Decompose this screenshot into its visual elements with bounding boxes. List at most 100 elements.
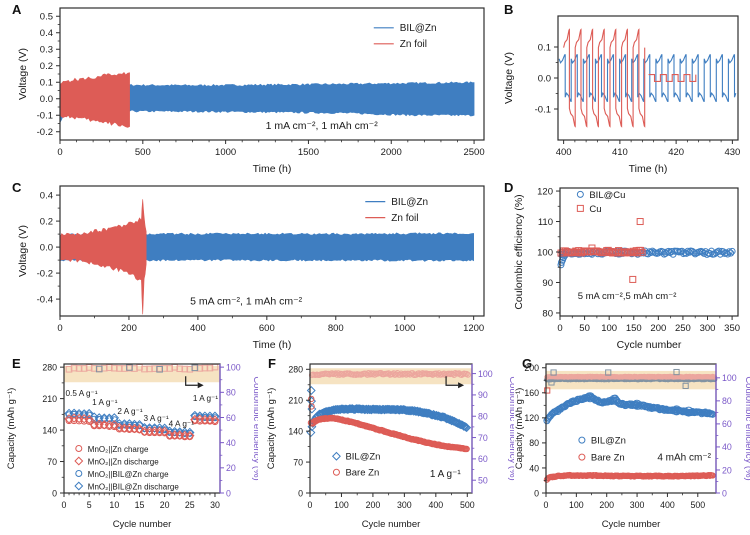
svg-text:0: 0 <box>52 488 57 498</box>
svg-text:1 A g⁻¹: 1 A g⁻¹ <box>92 398 118 407</box>
svg-text:-0.2: -0.2 <box>37 127 53 138</box>
svg-text:120: 120 <box>524 413 539 423</box>
svg-text:Coulombic efficiency (%): Coulombic efficiency (%) <box>507 376 514 480</box>
svg-text:140: 140 <box>288 426 303 436</box>
svg-text:300: 300 <box>397 500 412 510</box>
svg-text:80: 80 <box>542 308 553 319</box>
svg-text:200: 200 <box>599 500 614 510</box>
svg-text:0.4: 0.4 <box>40 28 53 39</box>
svg-text:10: 10 <box>109 500 119 510</box>
svg-text:80: 80 <box>226 388 236 398</box>
chart-a-voltage-time: 0 500 1000 1500 2000 2500 -0.2 -0.1 0.0 0.1 0.2 0.3… <box>17 7 485 175</box>
svg-text:BIL@Zn: BIL@Zn <box>400 23 437 34</box>
svg-text:BIL@Zn: BIL@Zn <box>345 452 380 463</box>
svg-text:2000: 2000 <box>381 147 402 158</box>
svg-text:70: 70 <box>478 433 488 443</box>
svg-text:BIL@Zn: BIL@Zn <box>391 197 428 208</box>
svg-text:1000: 1000 <box>394 323 415 334</box>
svg-text:40: 40 <box>722 442 732 452</box>
svg-text:15: 15 <box>135 500 145 510</box>
svg-text:Voltage (V): Voltage (V) <box>17 48 29 100</box>
panel-label-f: F <box>268 356 276 371</box>
svg-text:0: 0 <box>722 488 727 498</box>
svg-text:210: 210 <box>288 396 303 406</box>
chart-g-cycling-4mah: 0 100 200 300 400 500 0 40 80 120 160 200 0 20 40 60 80 1… <box>514 363 750 530</box>
svg-text:60: 60 <box>722 419 732 429</box>
panel-label-g: G <box>522 356 533 371</box>
chart-d-coulombic-efficiency: 0 50 100 150 200 250 300 350 80 90 100 110 120 Cycle … <box>513 186 740 351</box>
svg-text:0: 0 <box>534 488 539 498</box>
svg-text:120: 120 <box>537 186 553 197</box>
svg-text:2500: 2500 <box>463 147 484 158</box>
svg-text:0: 0 <box>298 488 303 498</box>
chart-e-rate-capability: 0 5 10 15 20 25 30 0 70 140 210 280 0 20 40 60 80 100 Coul… <box>6 362 258 530</box>
svg-text:Cycle number: Cycle number <box>113 519 172 530</box>
panel-a: A 0 500 1000 1500 2000 2500 -0.2 -0.1 0.0 0.1 0.2 0… <box>2 2 492 178</box>
svg-text:1000: 1000 <box>215 147 236 158</box>
svg-text:MnO₂||Zn discharge: MnO₂||Zn discharge <box>88 457 159 466</box>
panel-label-d: D <box>504 180 514 195</box>
chart-c-voltage-time: 0 200 400 600 800 1000 1200 -0.4 -0.2 0.0 0.2 0.4 Ti… <box>17 185 485 351</box>
svg-text:25: 25 <box>185 500 195 510</box>
svg-text:0.0: 0.0 <box>40 242 53 253</box>
svg-text:Time (h): Time (h) <box>253 163 292 175</box>
svg-text:-0.4: -0.4 <box>37 294 53 305</box>
svg-text:Capacity (mAh g⁻¹): Capacity (mAh g⁻¹) <box>6 388 17 470</box>
svg-text:Cycle number: Cycle number <box>617 339 682 351</box>
svg-text:500: 500 <box>135 147 151 158</box>
svg-text:400: 400 <box>428 500 443 510</box>
svg-text:500: 500 <box>460 500 475 510</box>
svg-text:0.5 A g⁻¹: 0.5 A g⁻¹ <box>66 389 98 398</box>
svg-text:Coulombic efficiency (%): Coulombic efficiency (%) <box>743 376 750 480</box>
svg-text:420: 420 <box>668 147 684 158</box>
svg-text:90: 90 <box>542 278 553 289</box>
svg-text:Voltage (V): Voltage (V) <box>503 52 515 104</box>
svg-text:1200: 1200 <box>463 323 484 334</box>
svg-text:800: 800 <box>328 323 344 334</box>
svg-text:0: 0 <box>308 500 313 510</box>
panel-c: C 0 200 400 600 800 1000 1200 -0.4 -0.2 0.0 0.2 0.4… <box>2 180 492 354</box>
svg-text:0.2: 0.2 <box>40 216 53 227</box>
svg-text:400: 400 <box>660 500 675 510</box>
svg-text:4 mAh cm⁻²: 4 mAh cm⁻² <box>657 452 711 463</box>
svg-text:0: 0 <box>57 323 62 334</box>
svg-text:1500: 1500 <box>298 147 319 158</box>
svg-text:430: 430 <box>724 147 740 158</box>
svg-text:70: 70 <box>47 457 57 467</box>
svg-text:50: 50 <box>579 323 590 334</box>
svg-text:Coulombic efficiency (%): Coulombic efficiency (%) <box>251 376 258 480</box>
svg-text:500: 500 <box>690 500 705 510</box>
svg-text:5: 5 <box>87 500 92 510</box>
svg-text:Cu: Cu <box>589 204 601 215</box>
svg-text:400: 400 <box>190 323 206 334</box>
svg-text:400: 400 <box>556 147 572 158</box>
svg-text:80: 80 <box>478 412 488 422</box>
svg-text:Time (h): Time (h) <box>253 339 292 351</box>
svg-text:5 mA cm⁻², 1 mAh cm⁻²: 5 mA cm⁻², 1 mAh cm⁻² <box>190 295 303 307</box>
svg-text:MnO₂||Zn charge: MnO₂||Zn charge <box>88 445 149 454</box>
svg-text:100: 100 <box>601 323 617 334</box>
svg-text:0.2: 0.2 <box>40 61 53 72</box>
svg-text:70: 70 <box>293 457 303 467</box>
svg-text:BIL@Cu: BIL@Cu <box>589 190 625 201</box>
svg-text:Capacity (mAh g⁻¹): Capacity (mAh g⁻¹) <box>266 388 277 470</box>
svg-text:200: 200 <box>366 500 381 510</box>
svg-text:200: 200 <box>121 323 137 334</box>
svg-text:Coulombic efficiency (%): Coulombic efficiency (%) <box>513 194 525 309</box>
svg-text:0.0: 0.0 <box>40 94 53 105</box>
svg-text:2 A g⁻¹: 2 A g⁻¹ <box>117 407 143 416</box>
svg-text:-0.1: -0.1 <box>535 104 551 115</box>
panel-label-e: E <box>12 356 21 371</box>
svg-text:1 mA cm⁻², 1 mAh cm⁻²: 1 mA cm⁻², 1 mAh cm⁻² <box>266 120 379 132</box>
svg-text:4 A g⁻¹: 4 A g⁻¹ <box>169 419 195 428</box>
panel-b: B 400 410 420 430 -0.1 0.0 0.1 Time (h) Voltage … <box>494 2 748 178</box>
panel-f: F 0 100 200 300 400 500 0 70 140 210 280 50 60 70 80 90… <box>258 356 514 533</box>
svg-text:20: 20 <box>160 500 170 510</box>
svg-text:150: 150 <box>626 323 642 334</box>
svg-text:Voltage (V): Voltage (V) <box>17 225 29 277</box>
panel-g: G 0 100 200 300 400 500 0 40 80 120 160 200 0 20 40 60 8… <box>512 356 750 533</box>
svg-text:-0.2: -0.2 <box>37 268 53 279</box>
svg-text:110: 110 <box>538 217 553 228</box>
svg-text:280: 280 <box>42 362 57 372</box>
